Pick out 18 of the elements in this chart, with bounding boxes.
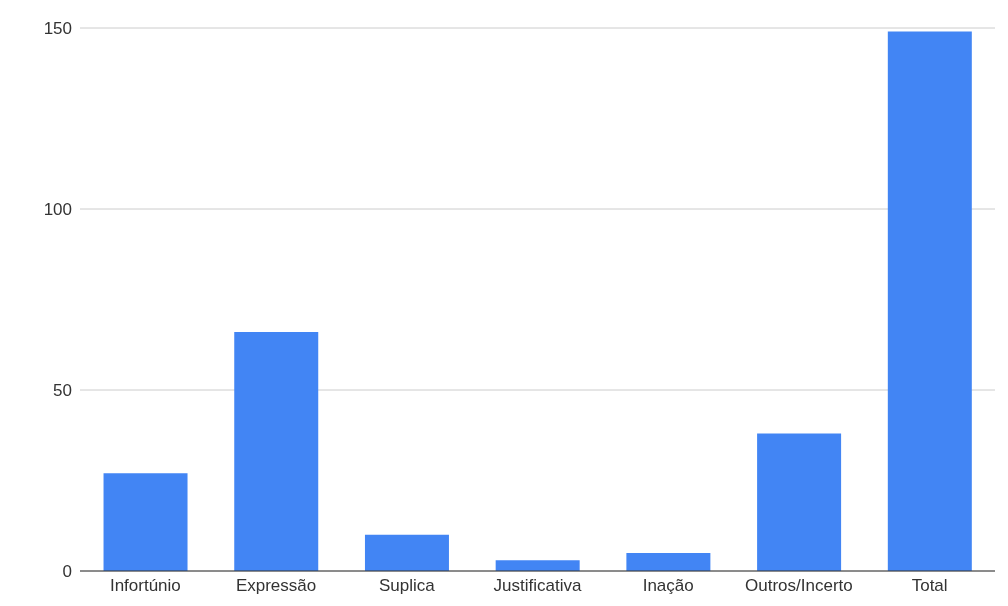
x-tick-label: Infortúnio: [109, 576, 181, 596]
y-tick-label: 100: [43, 200, 72, 220]
bar: [364, 534, 449, 571]
x-tick-label: Expressão: [235, 576, 317, 596]
bar: [757, 433, 842, 571]
bar: [887, 31, 972, 571]
bar: [626, 552, 711, 571]
bar: [495, 560, 580, 571]
y-tick-label: 0: [62, 562, 72, 582]
y-tick-label: 50: [53, 381, 72, 401]
x-tick-label: Inação: [642, 576, 694, 596]
x-tick-label: Justificativa: [493, 576, 582, 596]
x-tick-label: Total: [911, 576, 948, 596]
bar: [234, 332, 319, 571]
x-tick-label: Outros/Incerto: [745, 576, 853, 596]
bar: [103, 473, 188, 571]
y-tick-label: 150: [43, 19, 72, 39]
x-tick-label: Suplica: [378, 576, 436, 596]
